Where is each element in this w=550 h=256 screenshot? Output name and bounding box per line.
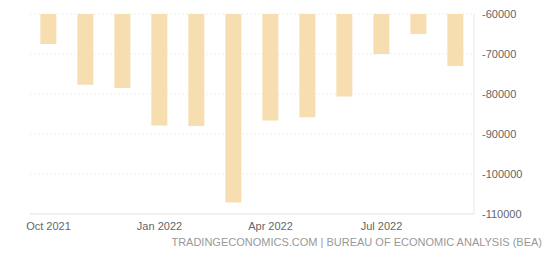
svg-text:-60000: -60000 xyxy=(482,8,516,20)
svg-text:-70000: -70000 xyxy=(482,48,516,60)
svg-text:Apr 2022: Apr 2022 xyxy=(248,220,293,232)
svg-text:-90000: -90000 xyxy=(482,128,516,140)
svg-text:Jan 2022: Jan 2022 xyxy=(137,220,182,232)
html-text:TRADINGECONOMICS.COM | BUREAU: TRADINGECONOMICS.COM | BUREAU OF ECONOMI… xyxy=(171,236,542,248)
svg-text:Oct 2021: Oct 2021 xyxy=(26,220,71,232)
svg-text:-110000: -110000 xyxy=(482,208,522,220)
svg-text:Jul 2022: Jul 2022 xyxy=(361,220,403,232)
svg-text:-100000: -100000 xyxy=(482,168,522,180)
svg-text:-80000: -80000 xyxy=(482,88,516,100)
